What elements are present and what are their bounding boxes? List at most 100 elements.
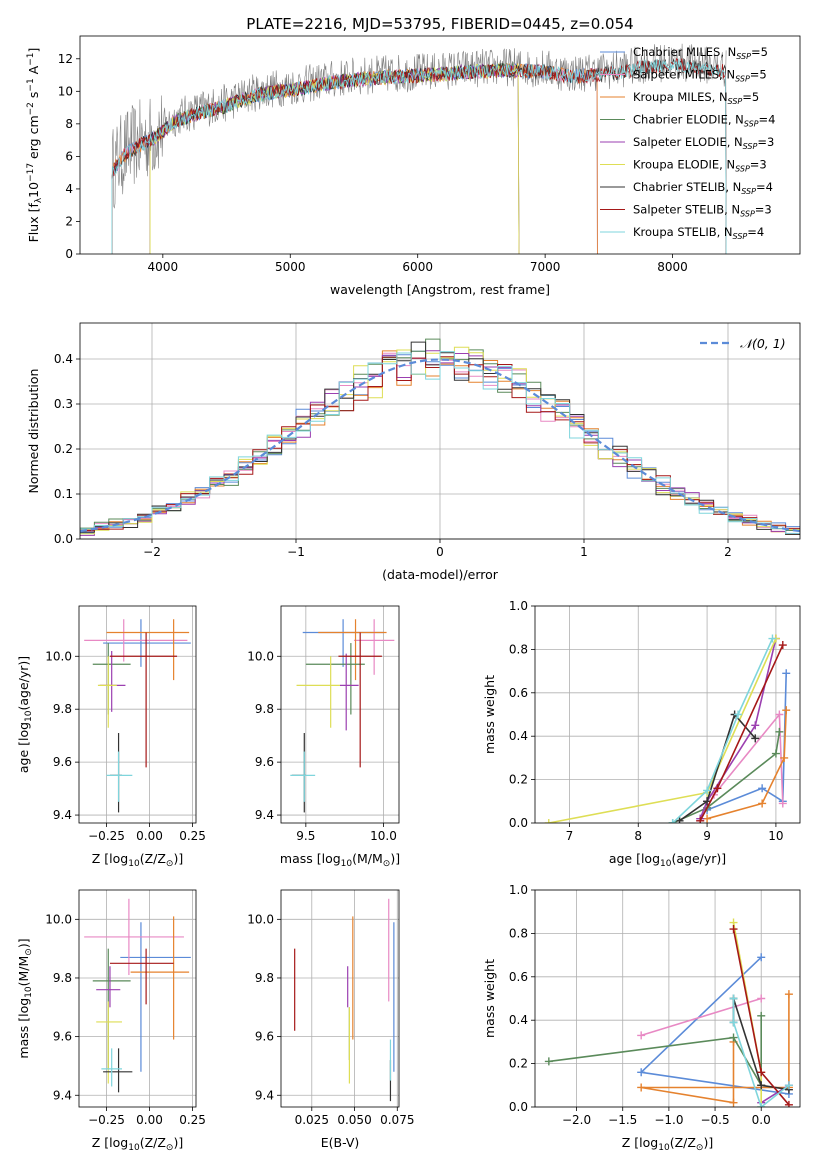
- label-part: ⊙: [24, 948, 34, 956]
- legend-label: Kroupa STELIB, NSSP=4: [633, 225, 764, 241]
- weight-point-marker: [703, 786, 712, 795]
- weight-point-marker: [782, 669, 791, 678]
- x-tick-label: 7000: [530, 260, 561, 274]
- model-spectrum-line: [149, 61, 520, 254]
- label-part: s: [26, 92, 41, 103]
- x-tick-label: 7: [566, 829, 574, 843]
- x-tick-label: 0.025: [295, 1113, 329, 1127]
- y-tick-label: 0.4: [54, 352, 73, 366]
- label-part: ]: [26, 48, 41, 53]
- label-part: −1: [26, 53, 36, 66]
- x-tick-label: 10: [768, 829, 783, 843]
- x-tick-label: −1.0: [654, 1113, 683, 1127]
- x-tick-label: 0.075: [380, 1113, 414, 1127]
- label-part: Z [log: [622, 1135, 658, 1150]
- legend-text: Chabrier MILES, N: [633, 45, 736, 59]
- label-part: (age/yr)]: [671, 851, 726, 866]
- x-axis-label: Z [log10(Z/Z⊙)]: [622, 1135, 713, 1153]
- weight-point-marker: [713, 784, 722, 793]
- x-tick-label: 0: [436, 545, 444, 559]
- legend-sub: SSP: [733, 232, 748, 241]
- x-tick-label: 0.0: [752, 1113, 771, 1127]
- legend-value: =4: [756, 180, 773, 194]
- label-part: mass [log: [280, 851, 341, 866]
- y-tick-label: 0.6: [509, 970, 528, 984]
- legend-sub: SSP: [744, 120, 759, 129]
- label-part: Flux [f: [26, 203, 41, 243]
- weight-point-marker: [544, 819, 553, 823]
- legend-label: Salpeter ELODIE, NSSP=3: [633, 135, 774, 151]
- observed-spectrum-line: [111, 43, 727, 209]
- weight-point-marker: [784, 1081, 793, 1090]
- histogram-step-line: [80, 351, 800, 534]
- y-tick-label: 9.4: [255, 808, 274, 822]
- label-part: )]: [390, 851, 400, 866]
- legend-label: Chabrier MILES, NSSP=5: [633, 45, 768, 61]
- weight-point-marker: [729, 1033, 738, 1042]
- legend-value: =3: [755, 203, 772, 217]
- x-tick-label: −0.25: [88, 1113, 125, 1127]
- label-part: −17: [26, 163, 36, 182]
- y-tick-label: 6: [65, 149, 73, 163]
- weight-point-marker: [782, 706, 791, 715]
- weight-vs-metallicity-panel: −2.0 −1.5 −1.0 −0.5 0.0 0.0 0.2 0.4 0.6 0.8 1.0 Z […: [482, 883, 801, 1153]
- y-tick-label: 0: [65, 247, 73, 261]
- label-part: (age/yr)]: [16, 656, 31, 711]
- weight-point-marker: [784, 1100, 793, 1107]
- axes-frame: [78, 605, 197, 824]
- axes-frame: [534, 605, 801, 824]
- legend-sub: SSP: [728, 97, 743, 106]
- weight-point-marker: [784, 990, 793, 999]
- label-part: −1: [26, 78, 36, 91]
- y-tick-label: 1.0: [509, 883, 528, 897]
- label-part: mass [log: [16, 998, 31, 1059]
- label-part: (Z/Z: [670, 1135, 696, 1150]
- x-axis-label: age [log10(age/yr)]: [609, 851, 726, 869]
- weight-series-line: [672, 638, 774, 823]
- legend-text: Salpeter STELIB, N: [633, 203, 740, 217]
- y-axis-label: Flux [fλ10−17 erg cm−2 s−1 A−1]: [26, 48, 44, 243]
- y-tick-label: 0.4: [509, 729, 528, 743]
- normal-curve-line: [79, 358, 801, 533]
- y-tick-label: 0.4: [509, 1013, 528, 1027]
- label-part: age [log: [609, 851, 660, 866]
- label-part: )]: [173, 851, 183, 866]
- weight-point-marker: [758, 784, 767, 793]
- weight-series-line: [732, 998, 790, 1107]
- weight-series-line: [640, 997, 762, 1037]
- legend-text: Chabrier STELIB, N: [633, 180, 741, 194]
- legend-label: Chabrier STELIB, NSSP=4: [633, 180, 773, 196]
- x-tick-label: 2: [724, 545, 732, 559]
- y-tick-label: 10.0: [247, 912, 274, 926]
- legend-text: Kroupa MILES, N: [633, 90, 728, 104]
- y-tick-label: 0.6: [509, 686, 528, 700]
- label-part: 10: [128, 1143, 140, 1153]
- label-part: Z [log: [92, 851, 128, 866]
- legend-text: Salpeter ELODIE, N: [633, 135, 743, 149]
- weight-point-marker: [757, 1011, 766, 1020]
- x-tick-label: −1.5: [608, 1113, 637, 1127]
- axes-frame: [280, 605, 400, 824]
- weight-point-marker: [637, 1068, 646, 1077]
- weight-point-marker: [637, 1083, 646, 1092]
- legend-sub: SSP: [743, 142, 758, 151]
- y-tick-label: 9.8: [53, 702, 72, 716]
- axes-frame: [79, 35, 801, 255]
- label-part: 10: [24, 710, 34, 722]
- weight-point-marker: [729, 994, 738, 1003]
- model-spectrum-line: [111, 58, 727, 254]
- legend-sub: SSP: [735, 165, 750, 174]
- x-tick-label: 0.00: [136, 829, 163, 843]
- x-tick-label: 8000: [657, 260, 688, 274]
- y-tick-label: 9.4: [53, 808, 72, 822]
- y-tick-label: 2: [65, 214, 73, 228]
- x-tick-label: −2: [143, 545, 161, 559]
- legend-label: Kroupa ELODIE, NSSP=3: [633, 158, 767, 174]
- mass-vs-extinction-panel: 0.025 0.050 0.075 9.4 9.6 9.8 10.0 E(B-V): [247, 889, 414, 1150]
- y-tick-label: 10.0: [247, 649, 274, 663]
- weight-point-marker: [637, 1031, 646, 1040]
- weight-point-marker: [675, 816, 684, 823]
- model-spectrum-line: [149, 62, 520, 254]
- x-tick-label: −0.5: [700, 1113, 729, 1127]
- weight-point-marker: [771, 749, 780, 758]
